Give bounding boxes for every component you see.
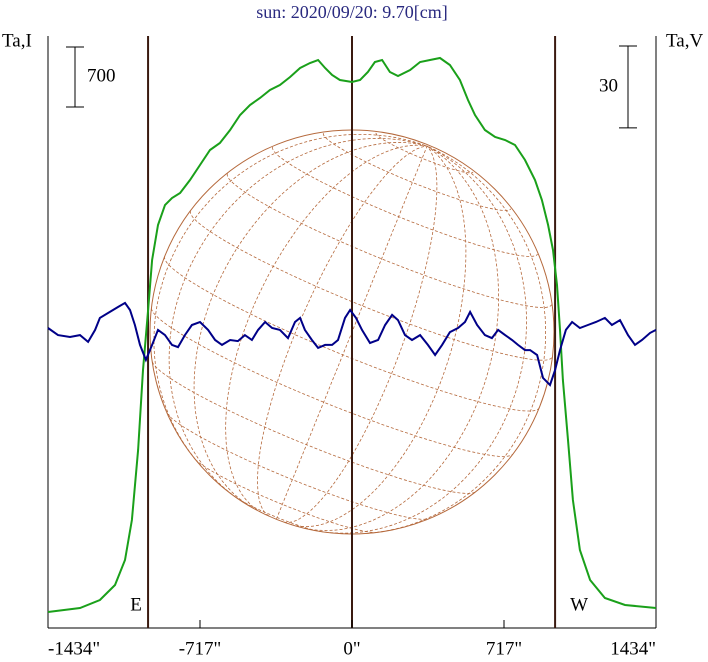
scale-bar-label: 700 xyxy=(87,65,116,86)
meridian xyxy=(276,145,428,520)
meridian xyxy=(304,145,500,531)
x-tick-label: -717" xyxy=(179,638,222,659)
parallel xyxy=(166,412,429,520)
parallel xyxy=(195,459,377,533)
parallel xyxy=(272,146,538,257)
meridian xyxy=(291,145,467,528)
meridian xyxy=(153,134,428,468)
meridian xyxy=(193,141,428,507)
x-tick-label: 1434" xyxy=(610,638,656,659)
y2-axis-label: Ta,V xyxy=(666,30,703,51)
y-axis-label: Ta,I xyxy=(2,30,32,51)
parallel xyxy=(375,132,474,174)
solar-disk xyxy=(149,129,555,535)
x-tick-label: -1434" xyxy=(48,638,100,659)
chart-title: sun: 2020/09/20: 9.70[cm] xyxy=(256,2,448,22)
parallel xyxy=(151,361,476,494)
parallel xyxy=(322,133,512,211)
scale-bar-label: 30 xyxy=(599,75,618,96)
x-tick-label: 0" xyxy=(343,638,360,659)
meridian xyxy=(283,145,438,523)
series-line xyxy=(47,301,657,387)
parallel xyxy=(226,173,553,308)
x-tick-label: 717" xyxy=(486,638,522,659)
meridian xyxy=(168,137,428,498)
meridian xyxy=(257,145,428,517)
parallel xyxy=(151,308,514,457)
meridian xyxy=(366,145,546,534)
meridian xyxy=(225,144,428,514)
limb-label: W xyxy=(570,594,588,615)
parallel xyxy=(164,256,540,412)
parallel xyxy=(236,497,321,532)
series-line xyxy=(47,56,657,613)
limb-label: E xyxy=(130,594,142,615)
